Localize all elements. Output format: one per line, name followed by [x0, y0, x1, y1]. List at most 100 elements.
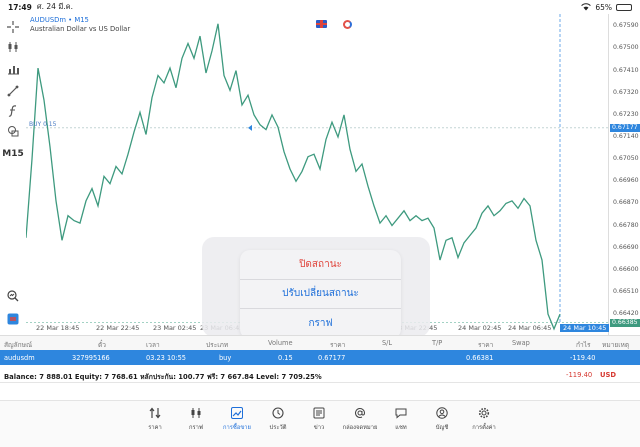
wifi-icon [581, 3, 592, 11]
chart-canvas[interactable]: BUY 0.15 [26, 14, 608, 335]
price-tick: 0.67230 [613, 110, 639, 118]
tab-label: ราคา [148, 425, 162, 431]
time-tick: 24 Mar 06:45 [508, 324, 552, 332]
col-ticket: ตั๋ว [98, 341, 106, 349]
buy-entry-marker [248, 124, 252, 131]
chart-button[interactable]: กราฟ [308, 318, 333, 330]
balance-row: Balance: 7 888.01 Equity: 7 768.61 หลักป… [0, 367, 640, 383]
balance-summary: Balance: 7 888.01 Equity: 7 768.61 หลักป… [4, 373, 322, 381]
price-tick: 0.66510 [613, 287, 639, 295]
function-icon[interactable] [3, 102, 23, 120]
time-tick: 23 Mar 02:45 [153, 324, 197, 332]
price-tick: 0.67140 [613, 132, 639, 140]
tab-news[interactable]: ข่าว [302, 407, 336, 432]
user-icon [436, 407, 448, 419]
chart-info-icons [316, 20, 352, 29]
col-comment: หมายเหตุ [602, 341, 630, 349]
col-profit: กำไร [576, 341, 591, 349]
price-tick: 0.67050 [613, 155, 639, 163]
timeframe-button[interactable]: M15 [2, 149, 24, 159]
price-tick: 0.66690 [613, 243, 639, 251]
tab-settings[interactable]: การตั้งค่า [467, 407, 501, 432]
zoom-icon[interactable] [3, 287, 23, 305]
indicators-icon[interactable] [3, 60, 23, 78]
price-tick: 0.66780 [613, 221, 639, 229]
position-action-menu: ปิดสถานะ ปรับเปลี่ยนสถานะ กราฟ [240, 250, 401, 339]
positions-table-header: สัญลักษณ์ ตั๋ว เวลา ประเภท Volume ราคา S… [0, 335, 640, 350]
one-click-icon[interactable] [343, 20, 352, 29]
tab-mailbox[interactable]: กล่องจดหมาย [343, 407, 377, 432]
tab-label: ประวัติ [269, 425, 287, 431]
row-symbol: audusdm [4, 353, 35, 362]
modify-position-button[interactable]: ปรับเปลี่ยนสถานะ [240, 280, 401, 310]
gear-icon [478, 407, 490, 419]
tab-label: กราฟ [189, 425, 203, 431]
clock: 17:49 [8, 2, 32, 12]
tab-trade[interactable]: การซื้อขาย [220, 407, 254, 432]
row-profit: -119.40 [570, 353, 596, 362]
tab-history[interactable]: ประวัติ [261, 407, 295, 432]
row-volume: 0.15 [278, 353, 293, 362]
flag-icon[interactable] [316, 20, 327, 28]
col-type: ประเภท [206, 341, 229, 349]
status-bar: 17:49 ศ. 24 มี.ค. 65% [0, 0, 640, 14]
left-toolbar: M15 [0, 14, 26, 336]
candles-icon [191, 408, 201, 418]
position-row[interactable]: audusdm 327995166 03.23 10:55 buy 0.15 0… [0, 350, 640, 365]
chart-description: Australian Dollar vs US Dollar [30, 25, 131, 33]
bottom-tab-bar: ราคา กราฟ การซื้อขาย ประวัติ ข่าว กล่องจ… [0, 400, 640, 447]
row-current-price: 0.66381 [466, 353, 494, 362]
price-tick: 0.67590 [613, 22, 639, 30]
price-tick: 0.67500 [613, 44, 639, 52]
row-price: 0.67177 [318, 353, 346, 362]
chart-symbol[interactable]: AUDUSDm • M15 [30, 16, 89, 24]
price-axis: 0.67590 0.67500 0.67410 0.67320 0.67230 0.671… [608, 14, 640, 335]
price-tick: 0.66960 [613, 177, 639, 185]
price-tick: 0.66600 [613, 265, 639, 273]
col-current-price: ราคา [478, 341, 494, 349]
price-tick: 0.66420 [613, 310, 639, 318]
tab-label: การซื้อขาย [223, 425, 251, 431]
objects-icon[interactable] [3, 122, 23, 140]
time-tick: 24 Mar 10:45 [560, 324, 610, 332]
col-swap: Swap [512, 339, 530, 347]
at-sign-icon [355, 407, 366, 418]
series-line-audusdm [26, 23, 561, 331]
tab-accounts[interactable]: บัญชี [425, 407, 459, 432]
tab-label: กล่องจดหมาย [342, 425, 378, 431]
account-currency: USD [600, 371, 617, 379]
status-right: 65% [581, 3, 632, 12]
tab-label: แชท [395, 425, 407, 431]
battery-percent: 65% [595, 2, 612, 12]
time-tick: 24 Mar 02:45 [458, 324, 502, 332]
chart-info: AUDUSDm • M15 Australian Dollar vs US Do… [30, 16, 130, 34]
close-position-button[interactable]: ปิดสถานะ [240, 250, 401, 280]
tab-quotes[interactable]: ราคา [138, 407, 172, 432]
price-tick: 0.66870 [613, 199, 639, 207]
tab-chart[interactable]: กราฟ [179, 407, 213, 432]
candles-icon[interactable] [3, 38, 23, 56]
time-tick: 22 Mar 22:45 [96, 324, 140, 332]
row-ticket: 327995166 [72, 353, 110, 362]
tab-label: การตั้งค่า [472, 425, 496, 431]
time-tick: 22 Mar 18:45 [36, 324, 80, 332]
quotes-icon [149, 407, 161, 419]
buy-price-tag: 0.67177 [610, 123, 640, 132]
date: ศ. 24 มี.ค. [36, 2, 74, 11]
tab-chat[interactable]: แชท [384, 407, 418, 432]
crosshair-icon[interactable] [3, 18, 23, 36]
price-chart[interactable]: BUY 0.15 AUDUSDm • M15 Australian Dollar… [26, 14, 608, 335]
trade-icon[interactable] [3, 310, 23, 328]
price-tick: 0.67320 [613, 88, 639, 96]
col-price: ราคา [330, 341, 346, 349]
tab-label: ข่าว [313, 425, 325, 431]
row-type: buy [219, 353, 232, 362]
price-tick: 0.67410 [613, 66, 639, 74]
total-profit: -119.40 [566, 371, 593, 379]
draw-line-icon[interactable] [3, 82, 23, 100]
current-price-tag: 0.66385 [610, 318, 640, 327]
trade-chart-icon [231, 407, 243, 419]
news-icon [313, 407, 325, 419]
col-volume: Volume [268, 339, 293, 347]
clock-icon [272, 407, 284, 419]
